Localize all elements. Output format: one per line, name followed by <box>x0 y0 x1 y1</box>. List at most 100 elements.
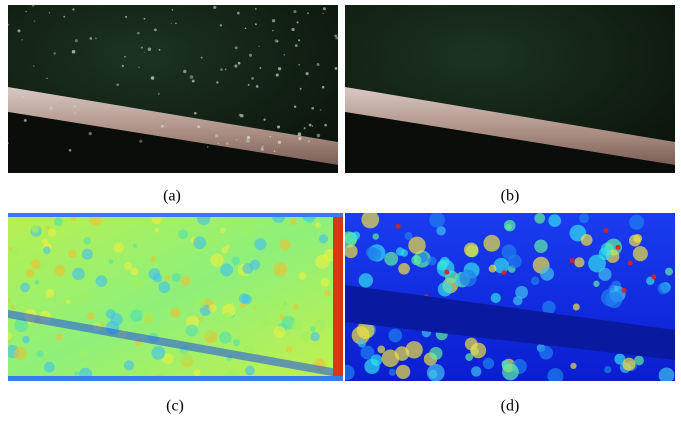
texture <box>25 11 26 12</box>
texture <box>49 107 52 110</box>
texture <box>247 136 250 139</box>
texture <box>598 268 611 281</box>
texture <box>124 360 134 370</box>
texture <box>131 277 143 289</box>
texture <box>255 23 257 25</box>
texture <box>172 9 173 10</box>
texture <box>242 263 253 274</box>
texture <box>158 93 160 95</box>
texture <box>255 8 257 10</box>
texture <box>275 39 278 42</box>
texture <box>396 224 401 229</box>
texture <box>72 268 85 281</box>
texture <box>243 224 254 235</box>
texture <box>178 229 188 239</box>
panel-c <box>4 208 343 383</box>
texture <box>199 317 203 321</box>
texture <box>531 277 539 285</box>
texture <box>324 290 331 297</box>
texture <box>216 81 218 83</box>
texture <box>210 253 223 266</box>
texture <box>359 273 373 287</box>
texture <box>195 298 206 309</box>
texture <box>405 232 413 240</box>
texture <box>114 242 124 252</box>
texture <box>352 231 360 239</box>
texture <box>471 366 481 376</box>
texture <box>69 149 72 152</box>
texture <box>364 359 379 374</box>
texture <box>278 141 281 144</box>
texture <box>279 239 290 250</box>
texture <box>272 30 273 31</box>
texture <box>190 75 194 79</box>
texture <box>548 214 561 227</box>
texture <box>7 24 9 26</box>
texture <box>122 65 124 67</box>
texture <box>277 125 280 128</box>
texture <box>233 339 240 346</box>
texture <box>310 332 320 342</box>
texture <box>260 316 271 327</box>
texture <box>66 300 71 305</box>
texture <box>384 252 398 266</box>
texture <box>116 83 119 86</box>
texture <box>148 268 160 280</box>
texture <box>599 248 612 261</box>
texture <box>79 349 87 357</box>
texture <box>311 107 314 110</box>
texture <box>218 143 219 144</box>
texture <box>505 224 511 230</box>
texture <box>444 270 449 275</box>
texture <box>33 65 35 67</box>
texture <box>31 259 41 269</box>
texture <box>54 52 56 54</box>
texture <box>389 369 396 376</box>
texture <box>219 332 231 344</box>
texture <box>298 137 301 140</box>
texture <box>396 365 410 379</box>
texture <box>237 12 240 15</box>
texture <box>209 304 217 312</box>
texture <box>651 274 656 279</box>
texture <box>279 314 284 319</box>
texture <box>274 150 276 152</box>
texture <box>220 68 223 71</box>
texture <box>508 254 522 268</box>
texture <box>298 64 300 66</box>
texture <box>299 272 307 280</box>
texture <box>465 353 473 361</box>
texture <box>513 296 522 305</box>
texture <box>581 234 593 246</box>
texture <box>259 46 260 47</box>
texture <box>74 371 79 376</box>
texture <box>308 140 310 142</box>
texture <box>226 142 228 144</box>
texture <box>256 85 259 88</box>
texture <box>534 239 548 253</box>
texture <box>100 322 105 327</box>
texture <box>10 247 19 256</box>
texture <box>464 243 478 257</box>
texture <box>321 278 330 287</box>
texture <box>252 301 264 313</box>
texture <box>131 267 139 275</box>
texture <box>220 263 233 276</box>
texture <box>14 347 27 360</box>
panel-d <box>339 211 675 384</box>
texture <box>395 346 410 361</box>
texture <box>208 321 212 325</box>
texture <box>31 225 39 233</box>
texture <box>11 305 15 309</box>
texture <box>206 331 212 337</box>
texture <box>604 228 609 233</box>
texture <box>276 73 279 76</box>
texture <box>438 282 452 296</box>
texture <box>213 6 216 9</box>
texture <box>251 77 254 80</box>
texture <box>304 127 306 129</box>
texture <box>225 69 226 70</box>
texture <box>220 227 226 233</box>
texture <box>319 234 328 243</box>
texture <box>335 67 338 70</box>
